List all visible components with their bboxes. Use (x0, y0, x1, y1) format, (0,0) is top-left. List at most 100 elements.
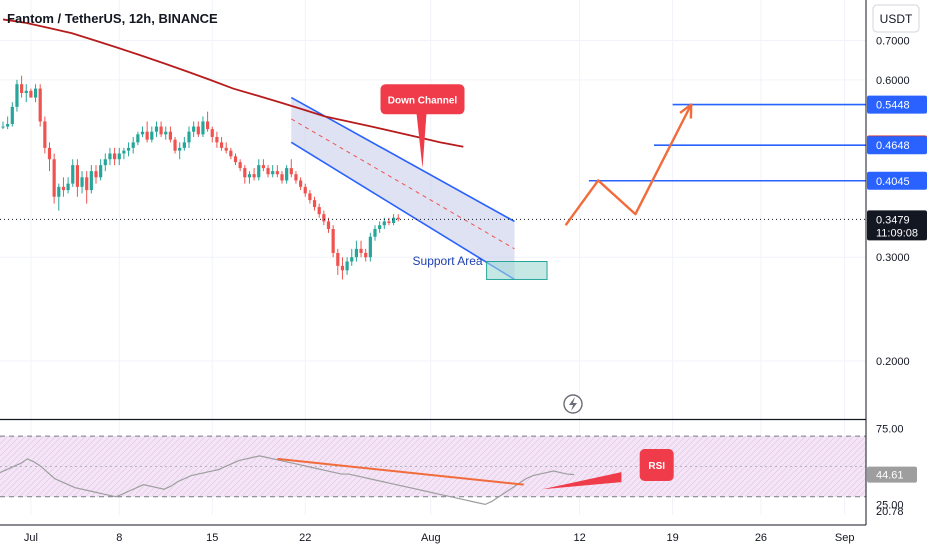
rsi-bands (0, 418, 866, 498)
candle-body (113, 153, 117, 160)
channel-fill (291, 97, 515, 280)
projection-arrowhead (679, 103, 693, 119)
candle-body (150, 131, 154, 140)
price-label: 0.3479 (876, 214, 910, 226)
annotations: Down Channel Support Area RSI (380, 84, 674, 481)
time-tick-label: Aug (421, 532, 441, 544)
candle-body (299, 180, 303, 187)
candle-body (243, 168, 247, 178)
countdown-label: 11:09:08 (876, 227, 918, 239)
candle-body (252, 174, 256, 178)
candle-body (280, 174, 284, 181)
time-tick-label: 22 (299, 532, 311, 544)
candle-body (75, 165, 79, 187)
candle-body (289, 168, 293, 175)
candle-body (336, 252, 340, 266)
candle-body (317, 207, 321, 215)
moving-average-line (2, 18, 464, 148)
time-tick-label: 12 (573, 532, 585, 544)
candle-body (247, 174, 252, 178)
candle-body (285, 168, 289, 181)
rsi-tick-label: 75.00 (876, 424, 904, 436)
candle-body (210, 129, 214, 137)
candle-body (164, 131, 168, 135)
candle-body (85, 177, 89, 191)
candle-body (15, 84, 19, 107)
candle-body (192, 126, 196, 132)
candle-body (24, 90, 28, 94)
candle-body (99, 165, 103, 178)
down-channel-label: Down Channel (388, 95, 458, 106)
candle-body (229, 150, 233, 157)
candle-body (136, 134, 140, 143)
rsi-value-box (867, 466, 917, 483)
price-label-box (867, 171, 927, 190)
candle-body (340, 265, 345, 271)
candlesticks (1, 75, 400, 280)
moving-average (2, 18, 464, 148)
price-axis-bg (866, 0, 932, 550)
candle-body (33, 88, 38, 98)
candle-body (396, 217, 400, 220)
rsi-indicator (0, 455, 622, 506)
candle-body (168, 131, 172, 140)
candle-body (378, 225, 382, 229)
lightning-icon[interactable] (563, 394, 583, 414)
chart-title: Fantom / TetherUS, 12h, BINANCE (7, 11, 218, 26)
candle-body (219, 142, 224, 148)
candle-body (103, 159, 107, 166)
candle-body (312, 200, 317, 208)
rsi-label: RSI (648, 461, 665, 472)
candle-body (173, 139, 177, 151)
candle-body (322, 214, 326, 222)
candle-body (233, 156, 238, 163)
candle-body (159, 126, 163, 135)
horizontal-levels (0, 103, 866, 220)
candle-body (368, 236, 372, 258)
candle-body (308, 193, 312, 201)
time-tick-label: 26 (755, 532, 767, 544)
candle-body (47, 147, 52, 160)
candle-body (350, 257, 354, 262)
candle-body (94, 171, 98, 178)
time-tick-label: 15 (206, 532, 218, 544)
price-tick-label: 0.7000 (876, 35, 910, 47)
support-box (486, 261, 548, 280)
candle-body (201, 121, 205, 135)
rsi-value-label: 44.61 (876, 470, 904, 482)
time-tick-label: Jul (24, 532, 38, 544)
channel-upper-line (290, 96, 515, 223)
price-tick-label: 0.3000 (876, 252, 910, 264)
support-area-label: Support Area (413, 254, 483, 268)
time-tick-label: 8 (116, 532, 122, 544)
candle-body (1, 126, 5, 128)
currency-button[interactable]: USDT (872, 4, 920, 33)
price-label: 0.4045 (876, 176, 910, 188)
candle-body (271, 171, 275, 175)
support-area (486, 261, 548, 280)
candle-body (359, 248, 363, 253)
candle-body (331, 228, 335, 253)
projection-line (564, 103, 693, 226)
price-tick-label: 0.6000 (876, 75, 910, 87)
channel-mid-line (291, 118, 515, 250)
candle-body (52, 159, 56, 197)
candle-body (326, 221, 331, 229)
currency-button-label[interactable]: USDT (880, 12, 913, 26)
candle-body (196, 126, 200, 135)
candle-body (345, 261, 349, 271)
candle-body (122, 150, 126, 154)
candle-body (154, 126, 159, 132)
rsi-label-box (639, 449, 674, 481)
candle-body (131, 142, 135, 148)
price-label-box (867, 136, 927, 155)
candle-body (66, 183, 70, 191)
candle-body (71, 165, 75, 184)
time-tick-label: Sep (835, 532, 855, 544)
candle-body (140, 131, 145, 135)
time-tick-label: 19 (666, 532, 678, 544)
down-channel-pointer (416, 113, 427, 169)
candle-body (261, 165, 265, 169)
